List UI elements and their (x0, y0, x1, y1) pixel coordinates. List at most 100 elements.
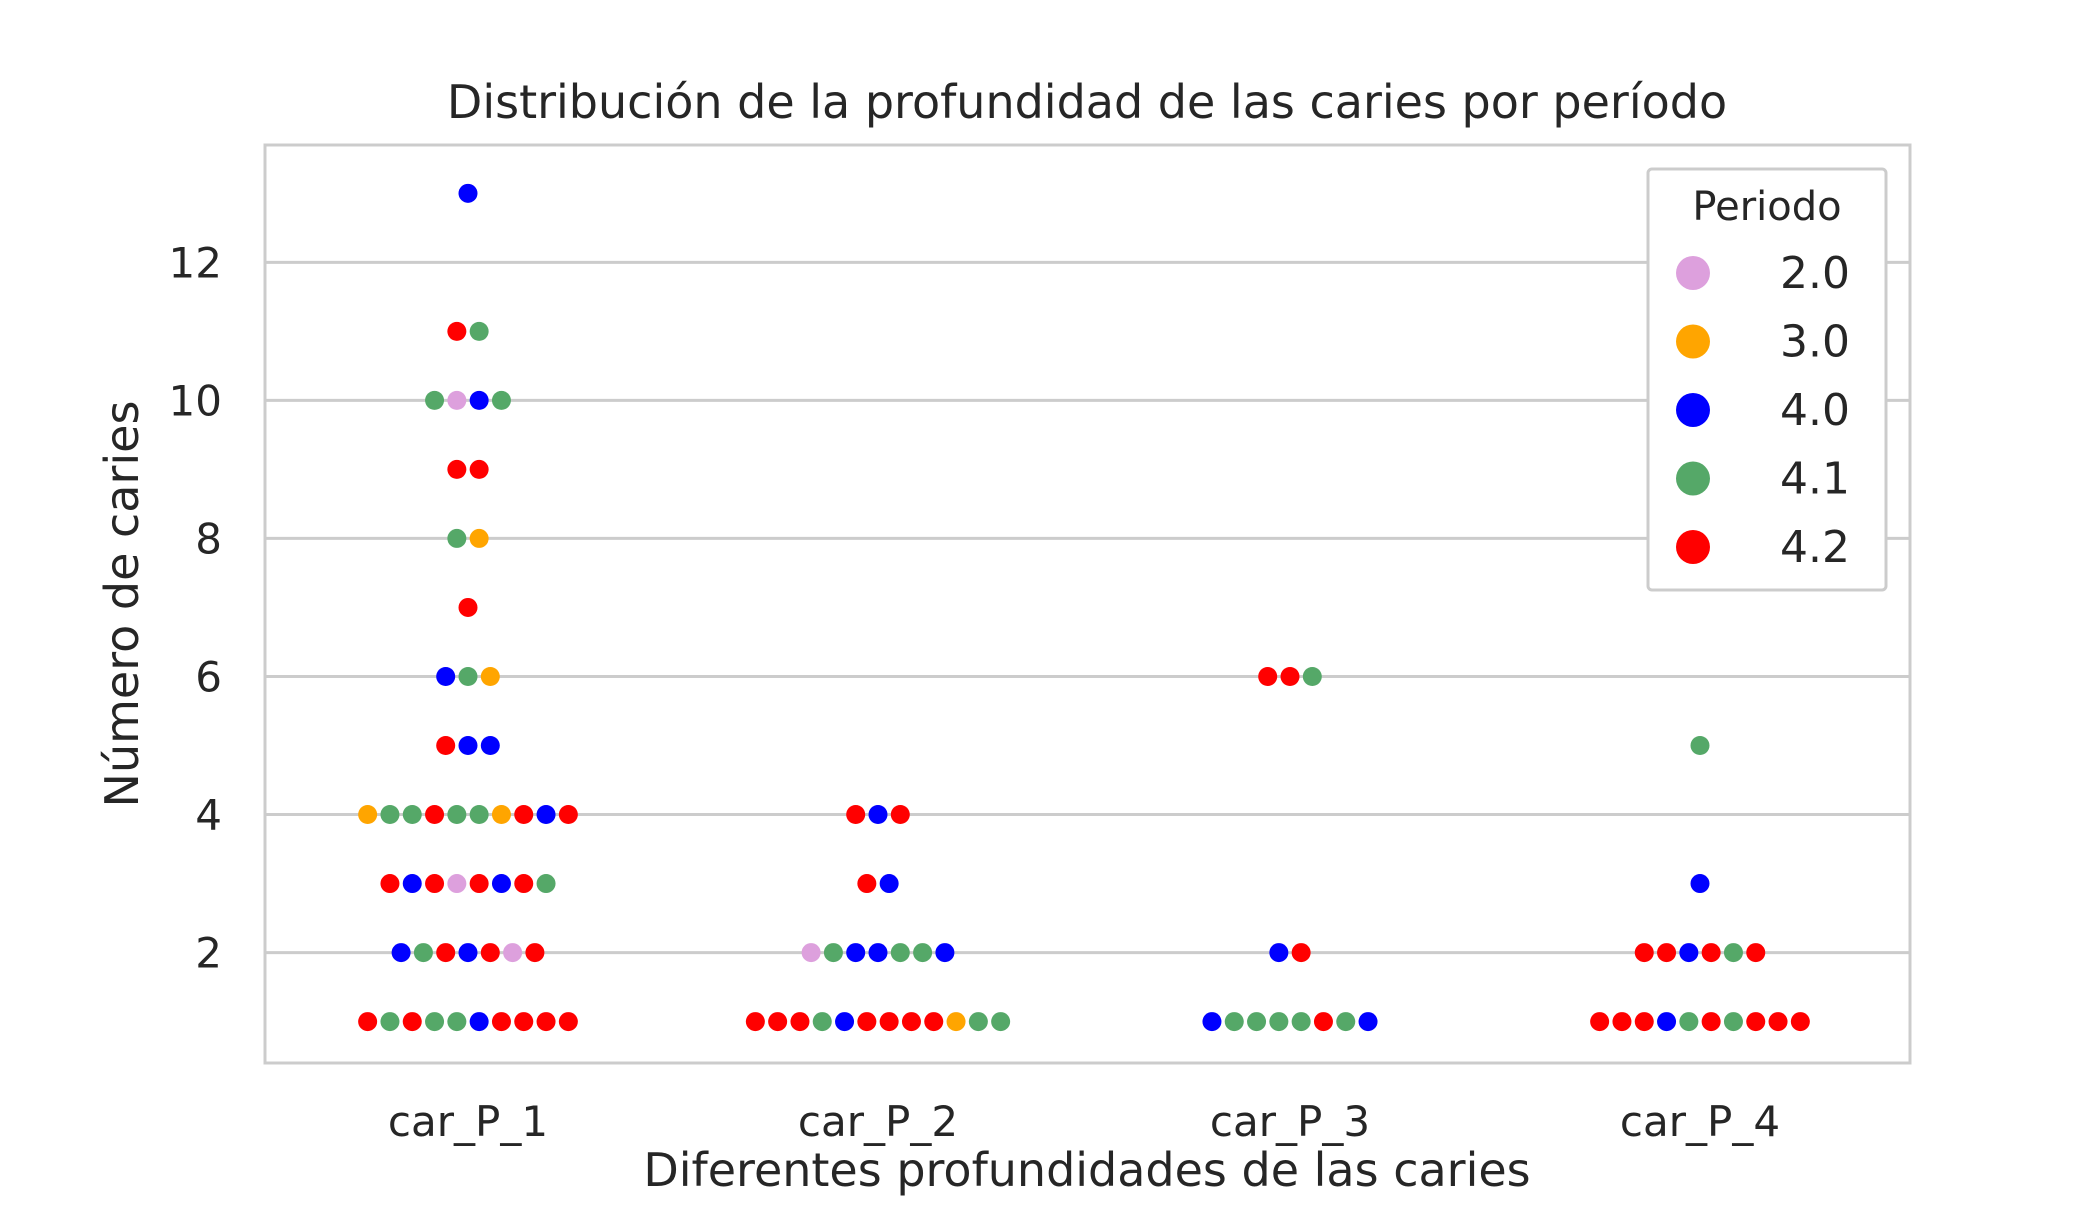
y-tick-label: 12 (169, 238, 222, 287)
data-point (1336, 1012, 1356, 1032)
data-point (447, 390, 467, 410)
data-point (823, 943, 843, 963)
data-point (1679, 1012, 1699, 1032)
data-point (1690, 874, 1710, 894)
data-point (846, 805, 866, 825)
data-point (768, 1012, 788, 1032)
data-point (868, 943, 888, 963)
data-point (801, 943, 821, 963)
data-point (790, 1012, 810, 1032)
data-point (868, 805, 888, 825)
data-point (480, 943, 500, 963)
data-point (514, 805, 534, 825)
data-point (469, 805, 489, 825)
data-point (1657, 1012, 1677, 1032)
legend-label: 4.1 (1780, 454, 1850, 505)
data-point (1313, 1012, 1333, 1032)
data-point (458, 183, 478, 203)
data-point (447, 1012, 467, 1032)
data-point (913, 943, 933, 963)
y-tick-label: 8 (195, 514, 222, 563)
data-point (358, 805, 378, 825)
data-point (391, 943, 411, 963)
data-point (1247, 1012, 1267, 1032)
chart-title: Distribución de la profundidad de las ca… (447, 75, 1727, 129)
data-point (935, 943, 955, 963)
legend-label: 4.2 (1780, 522, 1850, 573)
data-point (447, 321, 467, 341)
data-point (469, 321, 489, 341)
data-point (1746, 943, 1766, 963)
data-point (1746, 1012, 1766, 1032)
data-point (380, 1012, 400, 1032)
data-point (558, 1012, 578, 1032)
data-point (968, 1012, 988, 1032)
y-tick-label: 2 (195, 929, 222, 978)
data-point (1768, 1012, 1788, 1032)
data-point (503, 943, 523, 963)
x-tick-labels: car_P_1 car_P_2 car_P_3 car_P_4 (388, 1097, 1780, 1146)
data-point (1634, 1012, 1654, 1032)
data-point (469, 528, 489, 548)
data-point (1291, 1012, 1311, 1032)
legend: Periodo 2.0 3.0 4.0 4.1 4.2 (1646, 167, 1888, 592)
x-tick-label: car_P_4 (1620, 1097, 1780, 1146)
legend-box (1646, 167, 1888, 592)
data-point (924, 1012, 944, 1032)
legend-label: 4.0 (1780, 385, 1850, 436)
data-point (1291, 943, 1311, 963)
data-point (514, 874, 534, 894)
data-point (1269, 943, 1289, 963)
data-point (458, 666, 478, 686)
x-tick-label: car_P_2 (798, 1097, 958, 1146)
legend-label: 2.0 (1780, 248, 1850, 299)
data-point (425, 805, 445, 825)
data-point (469, 459, 489, 479)
y-axis-label: Número de caries (95, 401, 149, 808)
data-point (857, 1012, 877, 1032)
data-point (1657, 943, 1677, 963)
data-point (1679, 943, 1699, 963)
data-point (846, 943, 866, 963)
data-point (991, 1012, 1011, 1032)
data-point (380, 805, 400, 825)
y-tick-label: 4 (195, 791, 222, 840)
data-point (536, 1012, 556, 1032)
data-point (1358, 1012, 1378, 1032)
data-point (1701, 1012, 1721, 1032)
data-point (1690, 735, 1710, 755)
data-point (1224, 1012, 1244, 1032)
data-point (413, 943, 433, 963)
data-point (425, 1012, 445, 1032)
data-points (358, 183, 1810, 1032)
x-axis-label: Diferentes profundidades de las caries (643, 1143, 1530, 1197)
data-point (447, 459, 467, 479)
data-point (1258, 666, 1278, 686)
data-point (745, 1012, 765, 1032)
data-point (1723, 943, 1743, 963)
data-point (1302, 666, 1322, 686)
data-point (558, 805, 578, 825)
data-point (469, 874, 489, 894)
data-point (1269, 1012, 1289, 1032)
legend-marker (1676, 393, 1710, 427)
data-point (425, 390, 445, 410)
data-point (835, 1012, 855, 1032)
data-point (491, 390, 511, 410)
data-point (436, 735, 456, 755)
data-point (469, 1012, 489, 1032)
y-tick-labels: 2 4 6 8 10 12 (169, 238, 222, 977)
legend-marker (1676, 256, 1710, 290)
data-point (536, 874, 556, 894)
legend-title: Periodo (1692, 184, 1841, 230)
data-point (1612, 1012, 1632, 1032)
data-point (890, 805, 910, 825)
legend-marker (1676, 461, 1710, 496)
data-point (1723, 1012, 1743, 1032)
data-point (536, 805, 556, 825)
data-point (480, 666, 500, 686)
legend-label: 3.0 (1780, 317, 1850, 368)
x-tick-label: car_P_1 (388, 1097, 548, 1146)
data-point (857, 874, 877, 894)
